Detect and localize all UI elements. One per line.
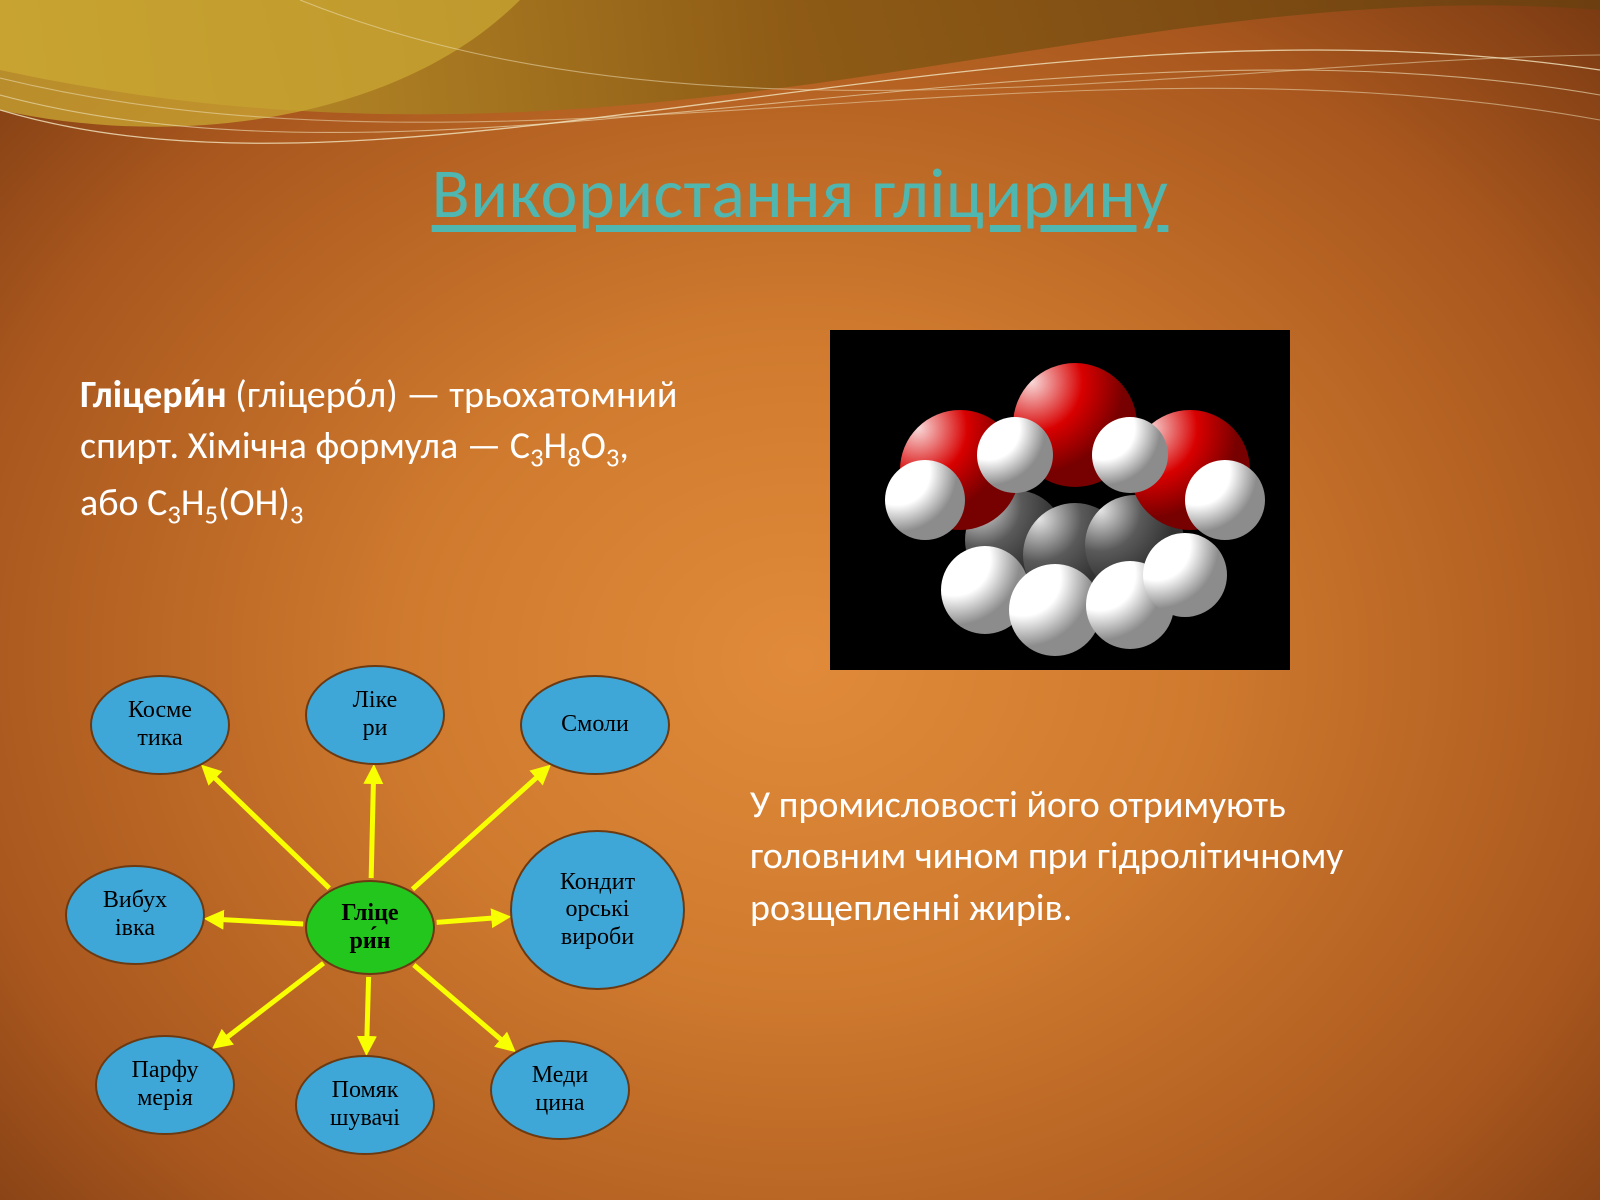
- wave-line-3: [0, 78, 1600, 122]
- diagram-node-medicine-label: Медицина: [526, 1062, 594, 1117]
- wave-line-2: [0, 70, 1600, 132]
- atom: [1185, 460, 1265, 540]
- diagram-node-resins: Смоли: [520, 675, 670, 775]
- atom: [1092, 417, 1168, 493]
- diagram-node-liqueurs-label: Лікери: [347, 687, 404, 742]
- diagram-center-label: Гліцери́н: [335, 900, 404, 955]
- body-text: У промисловості його отримують головним …: [750, 780, 1350, 934]
- diagram-node-cosmetics: Косметика: [90, 675, 230, 775]
- definition-term: Гліцери́н: [80, 372, 227, 418]
- wave-line-4: [300, 0, 1600, 90]
- diagram-node-medicine: Медицина: [490, 1040, 630, 1140]
- slide-title: Використання гліцирину: [0, 150, 1600, 236]
- atom: [885, 460, 965, 540]
- concept-diagram: Косметика Лікери Смоли Вибухівка Кондиторськ…: [40, 640, 740, 1180]
- diagram-node-explosives: Вибухівка: [65, 865, 205, 965]
- diagram-node-liqueurs: Лікери: [305, 665, 445, 765]
- atom: [1143, 533, 1227, 617]
- diagram-node-perfumery-label: Парфумерія: [126, 1057, 205, 1112]
- diagram-node-cosmetics-label: Косметика: [122, 697, 198, 752]
- diagram-node-softeners: Помякшувачі: [295, 1055, 435, 1155]
- diagram-center: Гліцери́н: [305, 880, 435, 975]
- diagram-bubbles: Косметика Лікери Смоли Вибухівка Кондиторськ…: [40, 640, 740, 1180]
- diagram-node-explosives-label: Вибухівка: [97, 887, 173, 942]
- diagram-node-resins-label: Смоли: [555, 711, 635, 739]
- wave-line-1: [0, 50, 1600, 143]
- definition-text: Гліцери́н (гліцеро́л) — трьохатомний спи…: [80, 370, 700, 534]
- slide: Використання гліцирину Гліцери́н (гліцер…: [0, 0, 1600, 1200]
- diagram-node-softeners-label: Помякшувачі: [324, 1077, 406, 1132]
- atom: [977, 417, 1053, 493]
- diagram-node-confection-label: Кондиторськівироби: [554, 869, 641, 952]
- wave-fill-1: [0, 0, 1600, 114]
- molecule-image: [830, 330, 1290, 670]
- wave-fill-2: [0, 0, 520, 127]
- diagram-node-confection: Кондиторськівироби: [510, 830, 685, 990]
- diagram-node-perfumery: Парфумерія: [95, 1035, 235, 1135]
